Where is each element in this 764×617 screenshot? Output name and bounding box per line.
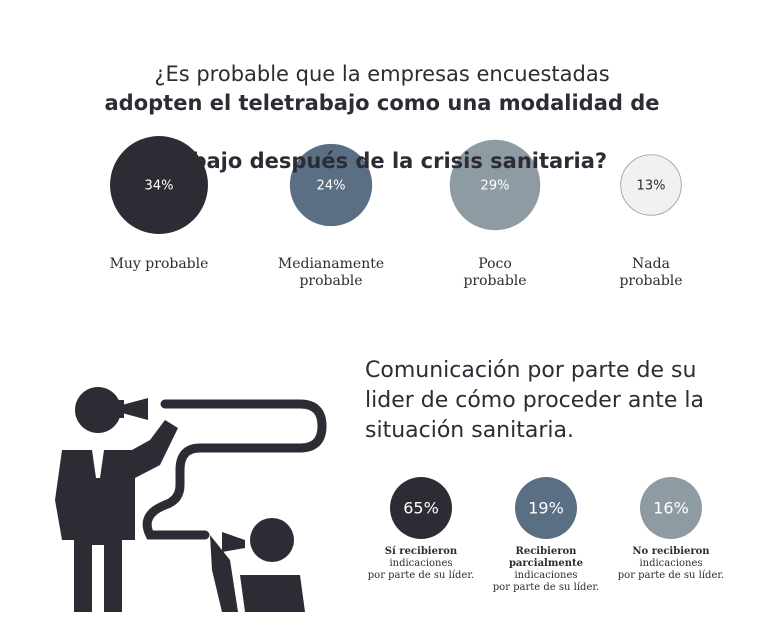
value-label: 24%: [317, 179, 346, 194]
category-name: Recibieron parcialmente: [508, 546, 584, 569]
value-label: 13%: [637, 179, 666, 194]
category-label: Muy probable: [109, 256, 209, 272]
bubble: [110, 136, 208, 234]
value-label: 65%: [403, 499, 439, 518]
chart-title: ¿Es probable que la empresas encuestadas…: [0, 31, 764, 205]
category-label: Poco probable: [463, 256, 527, 289]
chart-title: Comunicación por parte de su lider de cóm…: [365, 356, 704, 446]
category-name: No recibieron: [632, 546, 710, 557]
category-label: Sí recibieron indicaciones por parte de s…: [351, 546, 491, 582]
value-label: 29%: [481, 179, 510, 194]
bubble: [620, 154, 682, 216]
title-line: adopten el teletrabajo como una modalida…: [104, 91, 660, 115]
category-note: indicaciones por parte de su líder.: [367, 558, 475, 581]
title-line: lider de cómo proceder ante la: [365, 388, 705, 413]
bubble: [449, 139, 541, 231]
category-label: No recibieron indicaciones por parte de s…: [601, 546, 741, 582]
title-line: Comunicación por parte de su: [365, 358, 697, 383]
category-note: indicaciones por parte de su líder.: [492, 570, 600, 593]
value-label: 34%: [145, 179, 174, 194]
category-label: Nada probable: [619, 256, 683, 289]
speech-line: [142, 399, 327, 540]
category-label: Recibieron parcialmente indicaciones por …: [476, 546, 616, 594]
category-note: indicaciones por parte de su líder.: [617, 558, 725, 581]
title-line: trabajo después de la crisis sanitaria?: [156, 149, 608, 173]
category-name: Sí recibieron: [384, 546, 458, 557]
title-line: situación sanitaria.: [365, 418, 574, 443]
category-label: Medianamente probable: [277, 256, 385, 289]
bubble: [640, 477, 702, 539]
title-line: ¿Es probable que la empresas encuestadas: [154, 62, 610, 86]
value-label: 19%: [528, 499, 564, 518]
illustration: [55, 387, 305, 612]
bubble: [289, 143, 373, 227]
value-label: 16%: [653, 499, 689, 518]
bubble: [390, 477, 452, 539]
bubble: [515, 477, 577, 539]
